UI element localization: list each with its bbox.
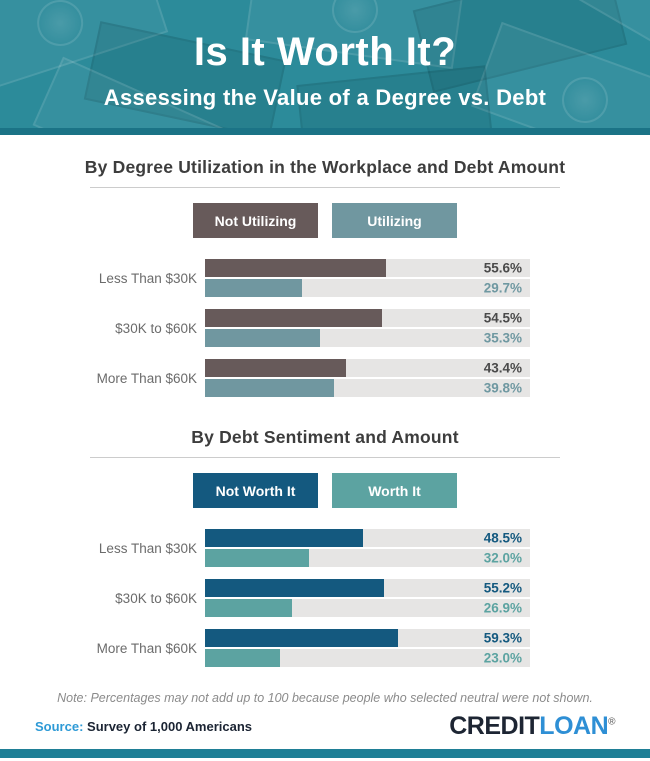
legend: Not Utilizing Utilizing <box>0 203 650 238</box>
chart-row-less-than-30k: Less Than $30K 48.5% 32.0% <box>0 529 650 567</box>
chart-row--30k-to-60k: $30K to $60K 55.2% 26.9% <box>0 579 650 617</box>
rows: Less Than $30K 55.6% 29.7% $30K to $60K 54.5… <box>0 259 650 397</box>
section-debt-sentiment: By Debt Sentiment and Amount Not Worth I… <box>0 427 650 667</box>
category-label: $30K to $60K <box>115 590 197 606</box>
value-label: 29.7% <box>483 280 522 296</box>
bar-track: 43.4% <box>205 359 530 377</box>
bar-fill-not-worth-it <box>205 629 398 647</box>
bar-group: 55.6% 29.7% <box>205 259 530 297</box>
category-label: More Than $60K <box>96 370 197 386</box>
value-label: 54.5% <box>483 310 522 326</box>
source-line: Source: Survey of 1,000 Americans <box>35 719 252 734</box>
bar-group: 55.2% 26.9% <box>205 579 530 617</box>
footnote: Note: Percentages may not add up to 100 … <box>57 691 593 705</box>
value-label: 23.0% <box>483 650 522 666</box>
value-label: 55.2% <box>483 580 522 596</box>
legend-not-utilizing: Not Utilizing <box>193 203 318 238</box>
chart-row-more-than-60k: More Than $60K 59.3% 23.0% <box>0 629 650 667</box>
bar-fill-utilizing <box>205 379 335 397</box>
creditloan-logo: CREDITLOAN® <box>449 712 615 741</box>
value-label: 35.3% <box>483 330 522 346</box>
bar-fill-not-worth-it <box>205 529 363 547</box>
chart-row--30k-to-60k: $30K to $60K 54.5% 35.3% <box>0 309 650 347</box>
legend-not-worth-it: Not Worth It <box>193 473 318 508</box>
value-label: 48.5% <box>483 530 522 546</box>
bar-fill-worth-it <box>205 649 280 667</box>
rows: Less Than $30K 48.5% 32.0% $30K to $60K 55.2… <box>0 529 650 667</box>
bar-group: 54.5% 35.3% <box>205 309 530 347</box>
category-label: Less Than $30K <box>98 270 197 286</box>
legend-utilizing: Utilizing <box>332 203 457 238</box>
bar-track: 59.3% <box>205 629 530 647</box>
bar-track: 39.8% <box>205 379 530 397</box>
header-accent-strip <box>0 128 650 135</box>
category-label: $30K to $60K <box>115 320 197 336</box>
bar-fill-not-utilizing <box>205 309 383 327</box>
source-label: Source: <box>35 719 84 734</box>
footer: Source: Survey of 1,000 Americans CREDIT… <box>0 712 650 741</box>
legend-worth-it: Worth It <box>332 473 457 508</box>
bar-fill-utilizing <box>205 329 320 347</box>
bar-track: 54.5% <box>205 309 530 327</box>
bar-track: 26.9% <box>205 599 530 617</box>
bar-fill-worth-it <box>205 599 293 617</box>
logo-credit: CREDIT <box>449 712 540 740</box>
value-label: 32.0% <box>483 550 522 566</box>
bar-track: 55.6% <box>205 259 530 277</box>
bar-track: 55.2% <box>205 579 530 597</box>
bar-group: 43.4% 39.8% <box>205 359 530 397</box>
bottom-accent-bar <box>0 749 650 758</box>
header: Is It Worth It? Assessing the Value of a… <box>0 0 650 135</box>
bar-group: 48.5% 32.0% <box>205 529 530 567</box>
chart-row-more-than-60k: More Than $60K 43.4% 39.8% <box>0 359 650 397</box>
value-label: 39.8% <box>483 380 522 396</box>
value-label: 26.9% <box>483 600 522 616</box>
bar-fill-not-utilizing <box>205 259 386 277</box>
logo-loan: LOAN <box>539 712 609 740</box>
divider <box>90 187 560 188</box>
bar-track: 29.7% <box>205 279 530 297</box>
section-degree-utilization: By Degree Utilization in the Workplace a… <box>0 157 650 397</box>
page-title: Is It Worth It? <box>193 30 457 74</box>
bar-group: 59.3% 23.0% <box>205 629 530 667</box>
bar-track: 23.0% <box>205 649 530 667</box>
category-label: Less Than $30K <box>98 540 197 556</box>
category-label: More Than $60K <box>96 640 197 656</box>
value-label: 55.6% <box>483 260 522 276</box>
bar-track: 32.0% <box>205 549 530 567</box>
source-text: Survey of 1,000 Americans <box>87 719 253 734</box>
chart-row-less-than-30k: Less Than $30K 55.6% 29.7% <box>0 259 650 297</box>
bar-fill-worth-it <box>205 549 309 567</box>
value-label: 43.4% <box>483 360 522 376</box>
bar-fill-not-worth-it <box>205 579 385 597</box>
bar-fill-not-utilizing <box>205 359 347 377</box>
section-title: By Debt Sentiment and Amount <box>191 427 459 447</box>
page-subtitle: Assessing the Value of a Degree vs. Debt <box>103 85 547 110</box>
value-label: 59.3% <box>483 630 522 646</box>
divider <box>90 457 560 458</box>
section-title: By Degree Utilization in the Workplace a… <box>84 157 566 177</box>
bar-track: 48.5% <box>205 529 530 547</box>
bar-fill-utilizing <box>205 279 302 297</box>
bar-track: 35.3% <box>205 329 530 347</box>
registered-mark: ® <box>608 716 615 728</box>
legend: Not Worth It Worth It <box>0 473 650 508</box>
